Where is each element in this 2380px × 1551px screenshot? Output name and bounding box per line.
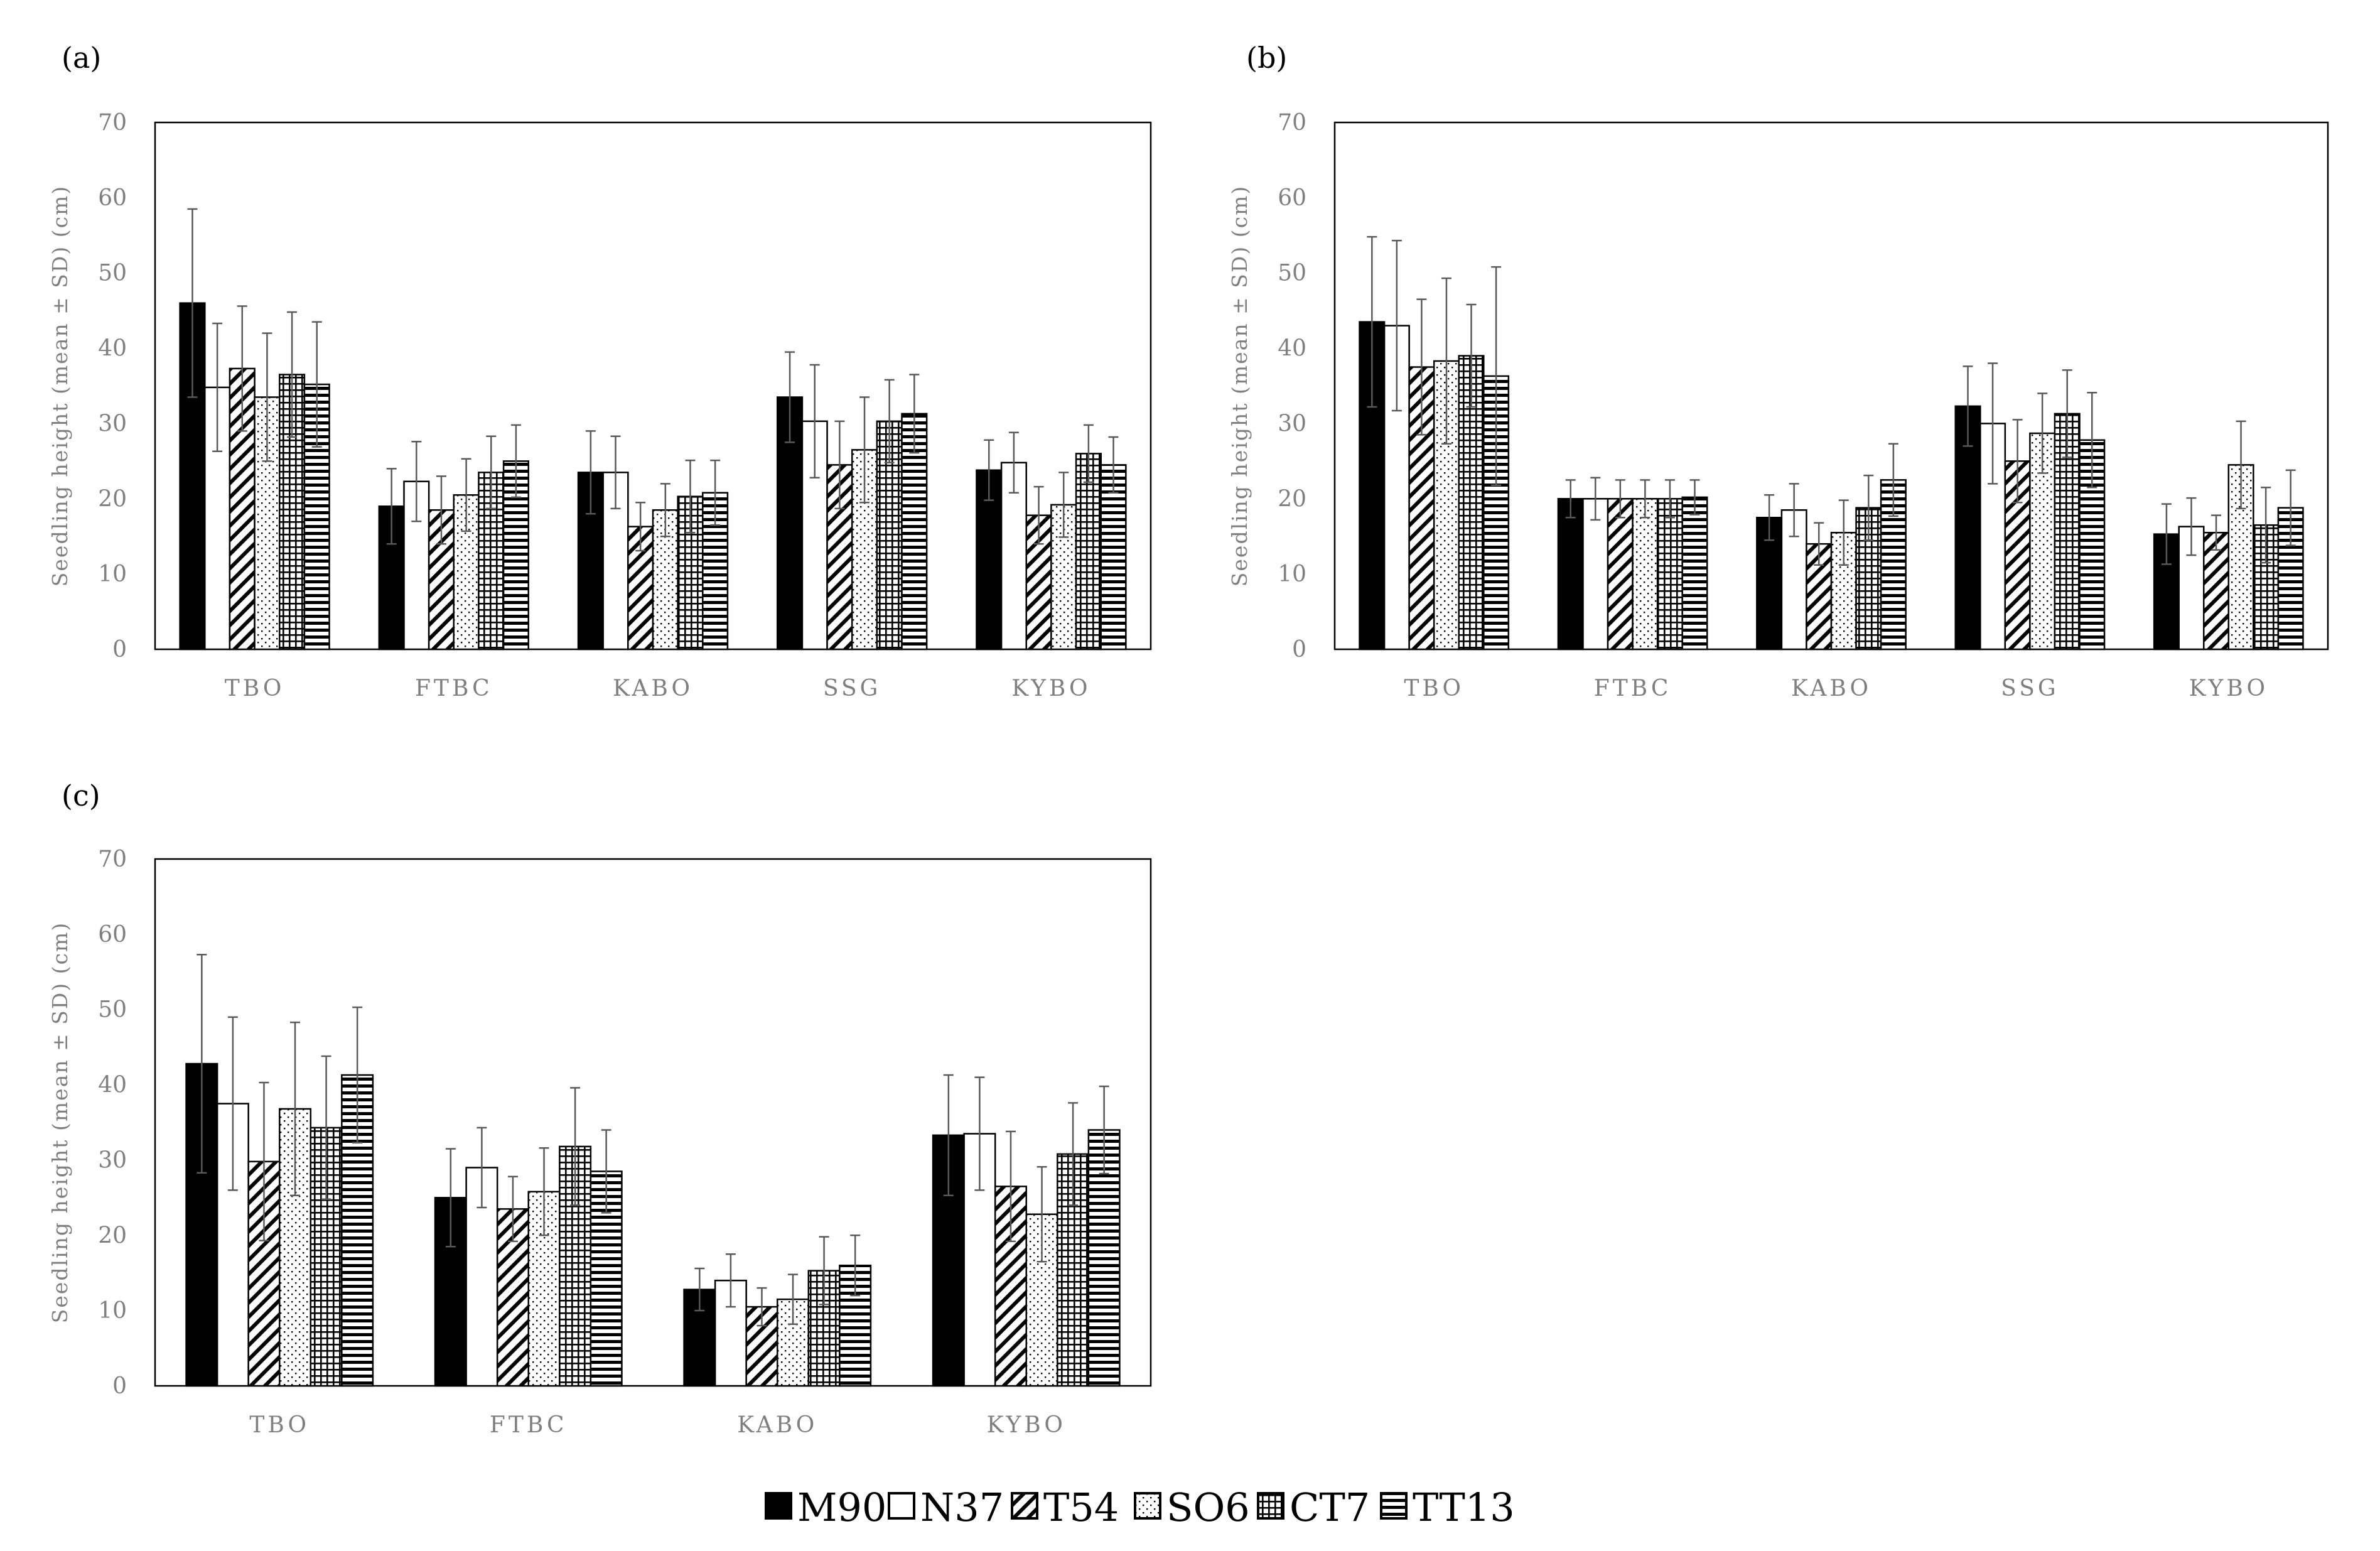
x-category-label: FTBC xyxy=(490,1412,568,1438)
y-tick-label: 60 xyxy=(1278,185,1306,211)
bar-m90-kabo xyxy=(1756,517,1783,651)
y-tick-label: 50 xyxy=(1278,261,1306,286)
legend-label-m90: M90 xyxy=(797,1484,886,1530)
panel-c: (c) 0 10 20 30 40 50 60 70 Seedling height (mean… xyxy=(48,779,1152,1438)
y-tick-label: 10 xyxy=(98,561,127,587)
y-tick-label: 30 xyxy=(98,1147,127,1173)
y-tick-label: 20 xyxy=(98,1223,127,1248)
y-tick-label: 60 xyxy=(98,185,127,211)
bar-ct7-ftbc xyxy=(478,472,505,651)
legend-label-n37: N37 xyxy=(920,1484,1004,1530)
legend-swatch-m90 xyxy=(765,1492,792,1520)
bar-tt13-kabo xyxy=(702,492,729,651)
bar-tt13-ftbc xyxy=(1681,496,1708,651)
y-tick-label: 40 xyxy=(98,1073,127,1098)
y-tick-label: 30 xyxy=(98,411,127,436)
bar-ct7-ftbc xyxy=(1656,498,1683,651)
y-tick-label: 20 xyxy=(1278,486,1306,512)
y-tick-label: 20 xyxy=(98,486,127,512)
legend-label-so6: SO6 xyxy=(1166,1484,1250,1530)
x-category-label: FTBC xyxy=(1594,676,1672,701)
x-category-label: FTBC xyxy=(415,676,493,701)
x-category-label: KABO xyxy=(1791,676,1871,701)
y-axis-label: Seedling height (mean ± SD) (cm) xyxy=(48,185,72,586)
bar-m90-kabo xyxy=(683,1289,716,1387)
panel-label: (a) xyxy=(62,41,101,75)
bar-ct7-kybo xyxy=(1075,453,1102,651)
legend-swatch-so6 xyxy=(1134,1492,1161,1520)
y-tick-label: 30 xyxy=(1278,411,1306,436)
plot-area xyxy=(154,858,1152,1387)
bar-t54-ftbc xyxy=(1607,498,1634,651)
y-tick-label: 10 xyxy=(1278,561,1306,587)
x-category-label: KYBO xyxy=(987,1412,1066,1438)
x-category-label: KYBO xyxy=(1011,676,1090,701)
panel-label: (c) xyxy=(62,779,100,813)
x-category-label: TBO xyxy=(249,1412,310,1438)
legend-label-t54: T54 xyxy=(1043,1484,1119,1530)
y-axis-label: Seedling height (mean ± SD) (cm) xyxy=(48,922,72,1323)
y-tick-label: 0 xyxy=(112,637,127,662)
bar-n37-kybo xyxy=(1000,462,1027,651)
bar-m90-kybo xyxy=(2153,533,2180,651)
bar-t54-kabo xyxy=(1806,543,1833,651)
legend: M90 N37 T54 SO6 CT7 TT13 xyxy=(765,1484,1515,1530)
legend-label-tt13: TT13 xyxy=(1413,1484,1515,1530)
x-category-label: KABO xyxy=(613,676,693,701)
legend-swatch-ct7 xyxy=(1257,1492,1284,1520)
y-axis-label: Seedling height (mean ± SD) (cm) xyxy=(1227,185,1252,586)
y-tick-label: 0 xyxy=(1292,637,1306,662)
y-tick-label: 70 xyxy=(1278,110,1306,136)
x-category-label: SSG xyxy=(2001,676,2059,701)
panel-label: (b) xyxy=(1246,41,1287,75)
y-tick-label: 40 xyxy=(1278,336,1306,362)
x-category-label: SSG xyxy=(823,676,881,701)
panel-a: (a) 0 10 20 30 40 50 60 70 Seedling height (mean… xyxy=(48,41,1152,701)
y-tick-label: 70 xyxy=(98,110,127,136)
y-tick-label: 40 xyxy=(98,336,127,362)
y-tick-label: 50 xyxy=(98,997,127,1023)
bar-tt13-ssg xyxy=(2079,439,2106,651)
y-tick-label: 10 xyxy=(98,1298,127,1324)
legend-label-ct7: CT7 xyxy=(1290,1484,1370,1530)
bar-m90-ftbc xyxy=(1557,498,1584,651)
bar-so6-ftbc xyxy=(1632,498,1659,651)
legend-swatch-n37 xyxy=(888,1492,915,1520)
legend-swatch-t54 xyxy=(1011,1492,1038,1520)
y-tick-label: 50 xyxy=(98,261,127,286)
panel-b: (b) 0 10 20 30 40 50 60 70 Seedling height (mean… xyxy=(1227,41,2329,701)
legend-swatch-tt13 xyxy=(1380,1492,1408,1520)
bar-so6-kybo xyxy=(1050,504,1077,651)
y-tick-label: 70 xyxy=(98,846,127,872)
bar-n37-ftbc xyxy=(1582,498,1609,651)
x-category-label: KYBO xyxy=(2189,676,2268,701)
bar-t54-tbo xyxy=(229,367,256,651)
x-category-label: TBO xyxy=(225,676,285,701)
bar-ct7-tbo xyxy=(279,374,306,651)
x-category-label: KABO xyxy=(737,1412,817,1438)
y-tick-label: 0 xyxy=(112,1373,127,1399)
x-category-label: TBO xyxy=(1404,676,1464,701)
y-tick-label: 60 xyxy=(98,922,127,948)
